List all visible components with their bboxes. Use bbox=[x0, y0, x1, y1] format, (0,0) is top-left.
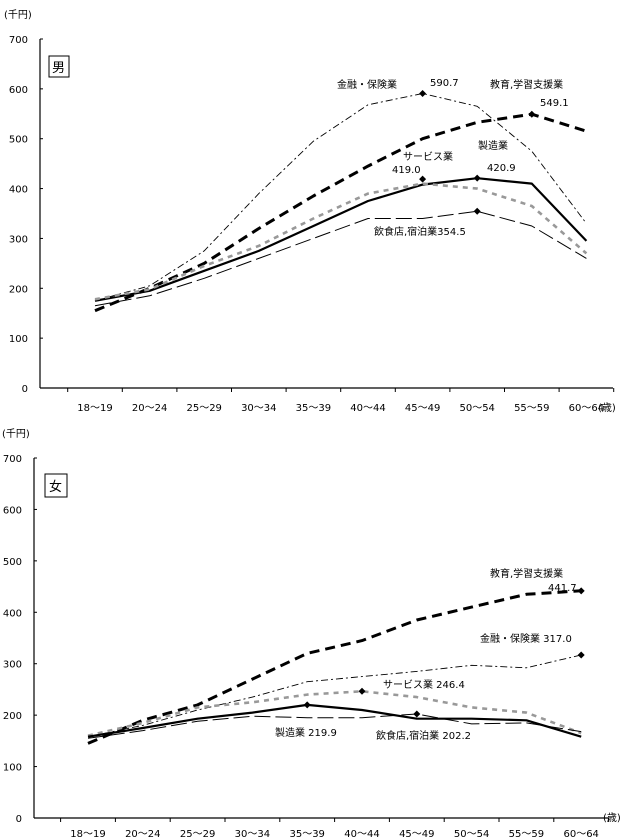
y-tick-label: 0 bbox=[16, 814, 22, 825]
y-tick-label: 100 bbox=[3, 763, 22, 774]
y-tick-label: 300 bbox=[3, 660, 22, 671]
y-tick-label: 700 bbox=[3, 454, 22, 465]
series-annotation: 製造業 bbox=[478, 139, 508, 152]
y-tick-label: 300 bbox=[9, 234, 28, 245]
series-line-2 bbox=[94, 177, 588, 302]
x-tick-label: 45〜49 bbox=[399, 829, 434, 839]
x-tick-label: 50〜54 bbox=[459, 403, 494, 414]
series-value-label: 420.9 bbox=[487, 163, 516, 174]
series-marker-0 bbox=[419, 89, 427, 97]
series-line-3 bbox=[87, 703, 582, 738]
series-annotation: 教育,学習支援業 bbox=[490, 567, 563, 580]
x-tick-label: 25〜29 bbox=[186, 403, 221, 414]
series-marker-3 bbox=[303, 701, 311, 709]
y-tick-label: 600 bbox=[9, 85, 28, 96]
series-line-1 bbox=[94, 112, 587, 313]
y-tick-label: 400 bbox=[3, 608, 22, 619]
series-line-4 bbox=[94, 210, 587, 307]
panel-label-box bbox=[44, 473, 68, 498]
x-tick-label: 55〜59 bbox=[514, 403, 549, 414]
x-tick-label: 60〜64 bbox=[563, 829, 598, 839]
series-annotation: 飲食店,宿泊業 202.2 bbox=[376, 729, 471, 742]
series-line-4 bbox=[87, 713, 582, 739]
series-line-0 bbox=[94, 93, 587, 302]
x-tick-label: 35〜39 bbox=[289, 829, 324, 839]
series-annotation: 飲食店,宿泊業354.5 bbox=[374, 225, 466, 238]
x-unit-label: (歳) bbox=[598, 402, 616, 414]
y-tick-label: 100 bbox=[9, 334, 28, 345]
series-line-2 bbox=[87, 689, 582, 737]
series-marker-2 bbox=[473, 174, 481, 182]
x-tick-label: 18〜19 bbox=[70, 829, 105, 839]
y-tick-label: 200 bbox=[3, 711, 22, 722]
series-marker-3 bbox=[419, 175, 427, 183]
series-line-0 bbox=[87, 589, 582, 745]
series-marker-0 bbox=[577, 587, 585, 595]
y-tick-label: 500 bbox=[3, 557, 22, 568]
panel-label-box bbox=[48, 55, 70, 78]
series-value-label: 419.0 bbox=[392, 165, 421, 176]
x-tick-label: 40〜44 bbox=[350, 403, 385, 414]
series-value-label: 441.7 bbox=[548, 583, 577, 594]
panel-label: 男 bbox=[52, 61, 65, 76]
y-tick-label: 500 bbox=[9, 135, 28, 146]
series-value-label: 590.7 bbox=[430, 78, 459, 89]
x-tick-label: 45〜49 bbox=[405, 403, 440, 414]
panel-label: 女 bbox=[49, 479, 62, 495]
x-tick-label: 55〜59 bbox=[509, 829, 544, 839]
x-tick-label: 30〜34 bbox=[235, 829, 270, 839]
series-marker-1 bbox=[577, 651, 585, 659]
x-tick-label: 18〜19 bbox=[77, 403, 112, 414]
series-annotation: 製造業 219.9 bbox=[275, 726, 337, 739]
y-tick-label: 400 bbox=[9, 185, 28, 196]
x-tick-label: 50〜54 bbox=[454, 829, 489, 839]
series-annotation: 教育,学習支援業 bbox=[490, 78, 563, 91]
x-unit-label: (歳) bbox=[603, 812, 621, 824]
y-tick-label: 200 bbox=[9, 284, 28, 295]
series-annotation: サービス業 246.4 bbox=[383, 678, 465, 691]
series-marker-4 bbox=[473, 207, 481, 215]
series-annotation: サービス業 bbox=[403, 150, 453, 163]
series-marker-1 bbox=[528, 110, 536, 118]
x-tick-label: 35〜39 bbox=[296, 403, 331, 414]
y-tick-label: 0 bbox=[22, 384, 28, 395]
x-tick-label: 20〜24 bbox=[125, 829, 160, 839]
series-marker-4 bbox=[413, 710, 421, 718]
x-tick-label: 40〜44 bbox=[344, 829, 379, 839]
x-tick-label: 25〜29 bbox=[180, 829, 215, 839]
series-annotation: 金融・保険業 317.0 bbox=[480, 632, 572, 645]
series-line-3 bbox=[94, 182, 588, 301]
chart-female: (千円) 女 (歳) 0 100 200 300 400 500 600 700 18〜19 20… bbox=[2, 428, 621, 839]
series-value-label: 549.1 bbox=[540, 98, 569, 109]
x-tick-label: 30〜34 bbox=[241, 403, 276, 414]
y-tick-label: 700 bbox=[9, 35, 28, 46]
series-annotation: 金融・保険業 bbox=[337, 78, 397, 91]
y-unit-label: (千円) bbox=[2, 428, 30, 440]
chart-male: (千円) 男 (歳) 0 100 200 300 400 500 600 700 18〜19 20… bbox=[4, 9, 616, 414]
series-marker-2 bbox=[358, 687, 366, 695]
y-unit-label: (千円) bbox=[4, 9, 32, 21]
x-tick-label: 20〜24 bbox=[132, 403, 167, 414]
x-tick-label: 60〜64 bbox=[569, 403, 604, 414]
y-tick-label: 600 bbox=[3, 505, 22, 516]
